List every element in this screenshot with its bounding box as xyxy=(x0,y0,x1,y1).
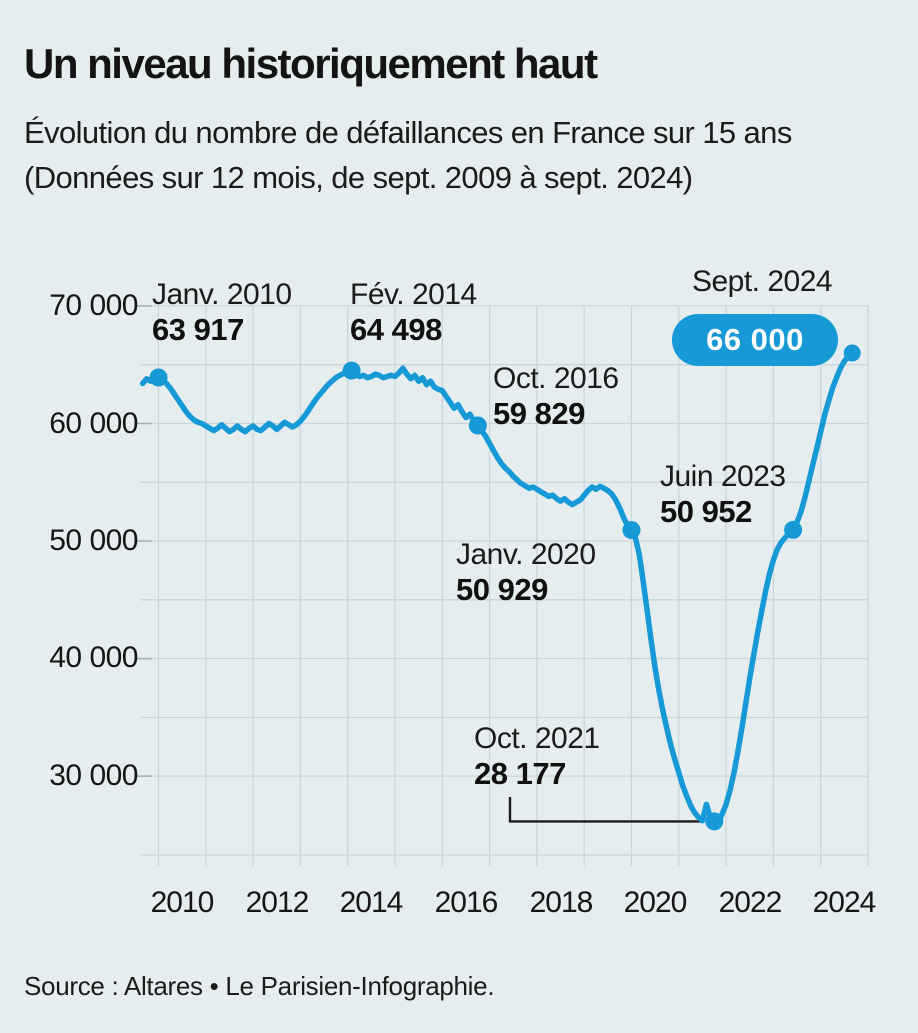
annotation-dots xyxy=(149,344,861,831)
annotation-date: Juin 2023 xyxy=(660,460,786,493)
annotation-oct-2021: Oct. 2021 28 177 xyxy=(474,721,600,791)
latest-value-badge: 66 000 xyxy=(672,314,838,366)
annotation-date: Oct. 2016 xyxy=(493,362,619,395)
annotation-value: 50 952 xyxy=(660,494,752,529)
x-axis-label: 2022 xyxy=(718,886,783,919)
x-axis-label: 2024 xyxy=(812,886,877,919)
annotation-value: 59 829 xyxy=(493,396,585,431)
page-title: Un niveau historiquement haut xyxy=(24,40,598,87)
subtitle-line-2: (Données sur 12 mois, de sept. 2009 à se… xyxy=(24,160,693,195)
data-line xyxy=(139,350,855,826)
chart-gridlines xyxy=(141,305,869,866)
x-axis-label: 2010 xyxy=(150,886,215,919)
annotation-date: Fév. 2014 xyxy=(350,278,477,311)
badge-value: 66 000 xyxy=(706,322,804,357)
annotation-fev-2014: Fév. 2014 64 498 xyxy=(350,277,477,347)
x-axis-label: 2020 xyxy=(623,886,688,919)
annotation-janv-2020: Janv. 2020 50 929 xyxy=(456,537,596,607)
annotation-value: 64 498 xyxy=(350,312,442,347)
y-axis-label: 40 000 xyxy=(49,641,138,674)
y-axis-label: 50 000 xyxy=(49,524,138,557)
annotation-value: 28 177 xyxy=(474,756,566,791)
annotation-date: Oct. 2021 xyxy=(474,722,600,755)
x-axis-label: 2014 xyxy=(339,886,404,919)
annotation-date: Janv. 2010 xyxy=(152,278,292,311)
annotation-date: Sept. 2024 xyxy=(691,265,833,298)
source-credit: Source : Altares • Le Parisien-Infograph… xyxy=(24,971,495,1001)
annotation-leader-line xyxy=(508,797,704,823)
chart-subtitle: Évolution du nombre de défaillances en F… xyxy=(24,110,904,200)
annotation-value: 63 917 xyxy=(152,312,244,347)
x-axis-label: 2012 xyxy=(245,886,310,919)
annotation-value: 50 929 xyxy=(456,572,548,607)
axis-ticks xyxy=(137,305,152,777)
annotation-date: Janv. 2020 xyxy=(456,538,596,571)
subtitle-line-1: Évolution du nombre de défaillances en F… xyxy=(24,115,792,150)
x-axis-label: 2018 xyxy=(529,886,594,919)
y-axis-label: 30 000 xyxy=(49,759,138,792)
y-axis-label: 70 000 xyxy=(49,289,138,322)
annotation-oct-2016: Oct. 2016 59 829 xyxy=(493,361,619,431)
y-axis-label: 60 000 xyxy=(49,407,138,440)
x-axis-label: 2016 xyxy=(434,886,499,919)
annotation-sept-2024: Sept. 2024 xyxy=(667,264,857,299)
annotation-janv-2010: Janv. 2010 63 917 xyxy=(152,277,292,347)
annotation-juin-2023: Juin 2023 50 952 xyxy=(660,459,786,529)
